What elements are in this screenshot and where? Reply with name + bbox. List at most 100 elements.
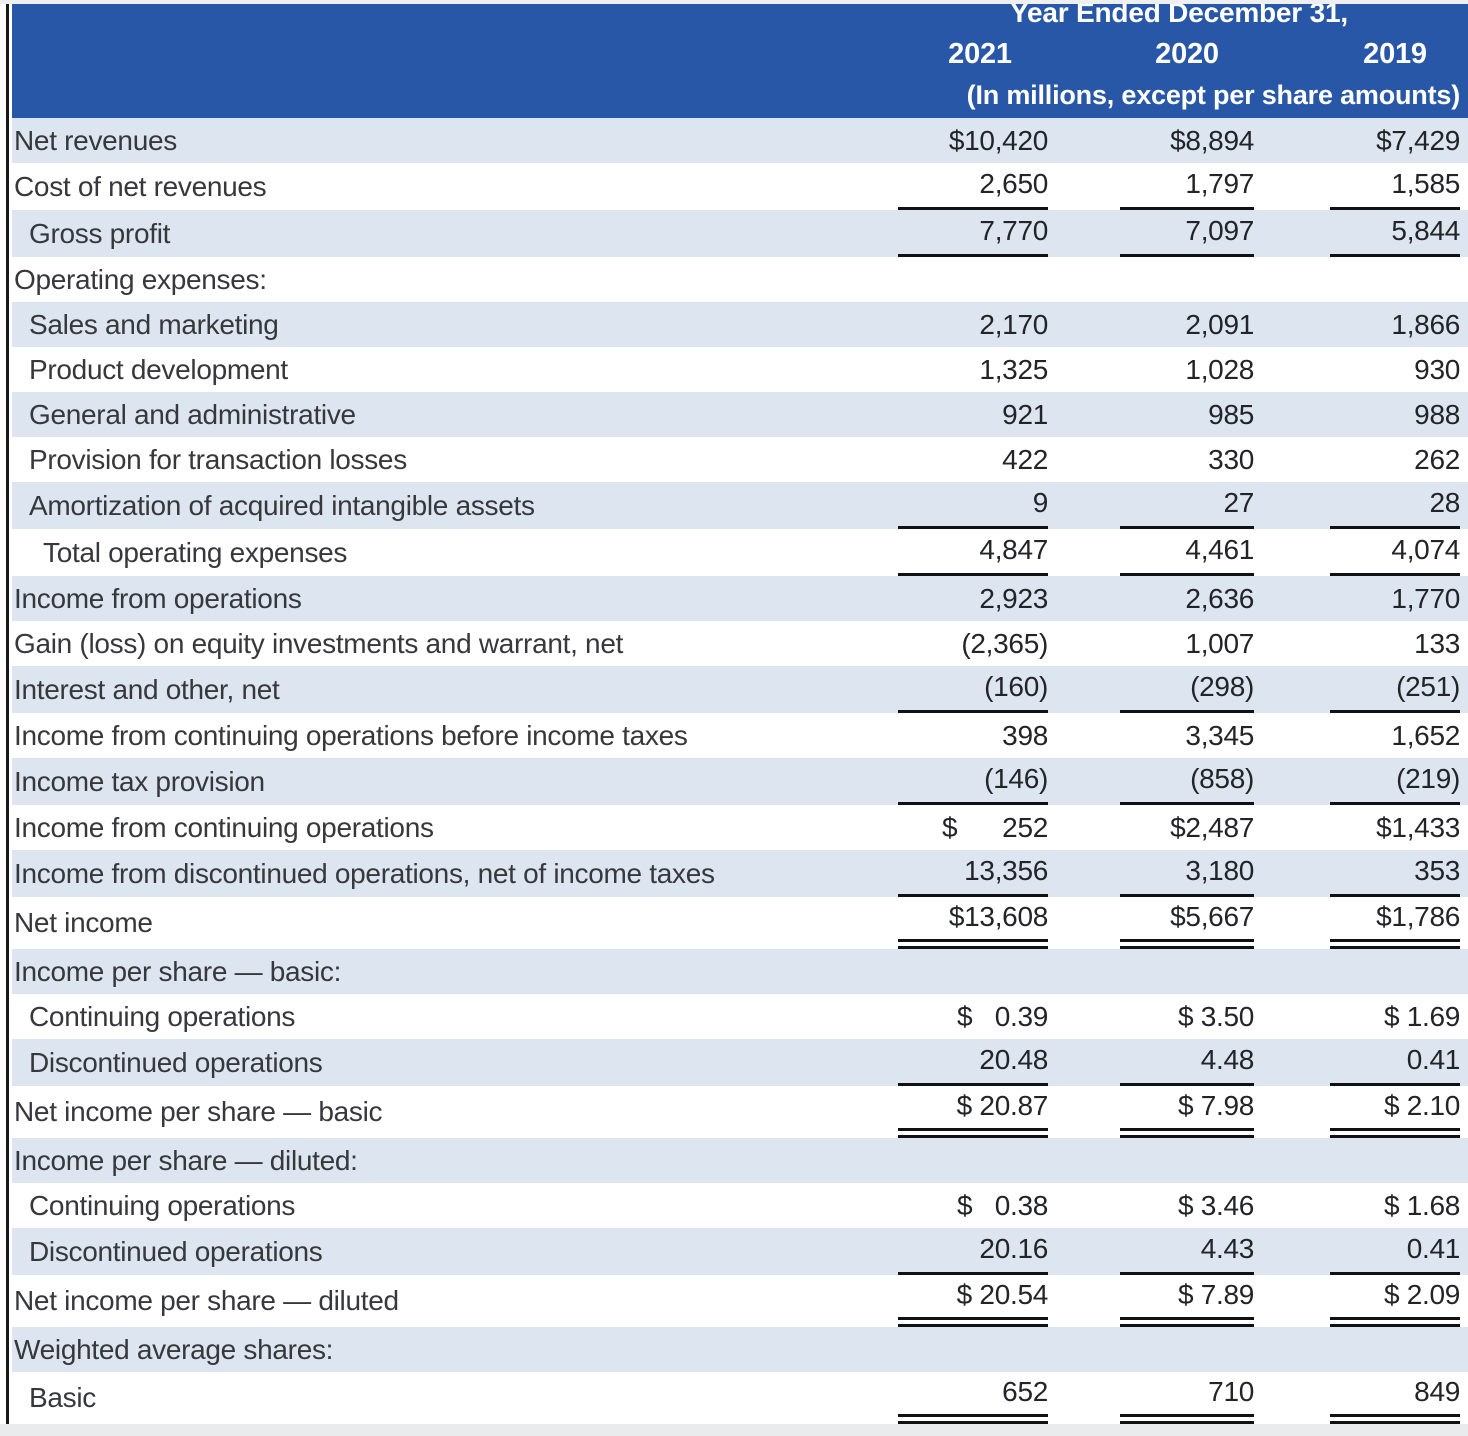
value-2019: 849	[1330, 1372, 1460, 1424]
value-2021: 2,650	[898, 163, 1048, 210]
value-2020: 4.43	[1120, 1228, 1254, 1275]
table-row-diluted-discontinued-operations: Discontinued operations 20.16 4.43 0.41	[12, 1228, 1468, 1275]
row-label: Income per share — basic:	[14, 955, 342, 987]
table-header: Year Ended December 31, 2021 2020 2019 (…	[12, 4, 1468, 118]
value-2019: $ 2.10	[1330, 1086, 1460, 1138]
value-2020: 1,797	[1120, 163, 1254, 210]
table-row-income-from-operations: Income from operations 2,923 2,636 1,770	[12, 576, 1468, 621]
value-2021: (160)	[898, 666, 1048, 713]
table-row-provision-for-transaction-losses: Provision for transaction losses 422 330…	[12, 437, 1468, 482]
row-label: Gross profit	[29, 217, 171, 249]
value-2021	[898, 1138, 1048, 1183]
year-column-header-2019: 2019	[1363, 38, 1427, 70]
value-2019: 1,866	[1391, 308, 1460, 340]
value-2019: 1,652	[1391, 719, 1460, 751]
row-label: Total operating expenses	[43, 536, 348, 568]
value-2021: 921	[1002, 398, 1048, 430]
row-label: Continuing operations	[29, 1189, 296, 1221]
value-2021: $10,420	[948, 124, 1048, 156]
value-2019: 262	[1414, 443, 1460, 475]
table-row-income-from-discontinued-operations: Income from discontinued operations, net…	[12, 850, 1468, 897]
value-2020: 2,636	[1185, 582, 1254, 614]
row-label: Continuing operations	[29, 1000, 296, 1032]
value-2019: 0.41	[1330, 1228, 1460, 1275]
row-label: Income from continuing operations	[14, 811, 434, 843]
table-row-net-revenues: Net revenues $10,420 $8,894 $7,429	[12, 118, 1468, 163]
table-row-interest-and-other-net: Interest and other, net (160) (298) (251…	[12, 666, 1468, 713]
value-2020: 4.48	[1120, 1039, 1254, 1086]
row-label: Basic	[29, 1382, 96, 1413]
value-2020	[1120, 1327, 1254, 1372]
row-label: Income from continuing operations before…	[14, 719, 688, 751]
row-label: Cost of net revenues	[14, 170, 267, 202]
top-strip	[0, 0, 1468, 4]
value-2020: $ 7.98	[1120, 1086, 1254, 1138]
value-2020: $5,667	[1120, 897, 1254, 949]
value-2021: $ 0.38	[956, 1189, 1048, 1221]
table-row-net-income-per-share-basic: Net income per share — basic $ 20.87 $ 7…	[12, 1086, 1468, 1138]
value-2021: 20.16	[898, 1228, 1048, 1275]
value-2021	[898, 257, 1048, 302]
value-2021: 1,325	[979, 353, 1048, 385]
row-label: Weighted average shares:	[14, 1333, 334, 1365]
value-2021	[898, 1327, 1048, 1372]
table-row-cost-of-net-revenues: Cost of net revenues 2,650 1,797 1,585	[12, 163, 1468, 210]
row-label: Product development	[29, 353, 288, 385]
value-2019: $7,429	[1376, 124, 1460, 156]
value-2019: $ 1.68	[1383, 1189, 1460, 1221]
row-label: Income from operations	[14, 582, 302, 614]
table-row-income-from-continuing-operations: Income from continuing operations $ 252 …	[12, 805, 1468, 850]
row-label: Net revenues	[14, 124, 177, 156]
value-2020: $8,894	[1170, 124, 1254, 156]
value-2019: 353	[1330, 850, 1460, 897]
value-2021: 4,847	[898, 529, 1048, 576]
table-row-total-operating-expenses: Total operating expenses 4,847 4,461 4,0…	[12, 529, 1468, 576]
row-label: Provision for transaction losses	[29, 443, 407, 475]
table-row-general-and-administrative: General and administrative 921 985 988	[12, 392, 1468, 437]
value-2020: 3,345	[1185, 719, 1254, 751]
value-2021	[898, 949, 1048, 994]
table-row-sales-and-marketing: Sales and marketing 2,170 2,091 1,866	[12, 302, 1468, 347]
row-label: Net income per share — basic	[14, 1096, 383, 1127]
row-label: Income from discontinued operations, net…	[14, 857, 715, 889]
income-statement-table: Year Ended December 31, 2021 2020 2019 (…	[6, 4, 1468, 1424]
value-2020: $ 7.89	[1120, 1275, 1254, 1327]
value-2019: 133	[1414, 627, 1460, 659]
value-2019: $ 2.09	[1330, 1275, 1460, 1327]
value-2019: (219)	[1330, 758, 1460, 805]
year-column-header-2021: 2021	[948, 38, 1012, 70]
value-2020: 27	[1120, 482, 1254, 529]
value-2019: $1,433	[1376, 811, 1460, 843]
value-2020: $2,487	[1170, 811, 1254, 843]
value-2020: 985	[1208, 398, 1254, 430]
value-2019: 4,074	[1330, 529, 1460, 576]
table-row-basic-continuing-operations: Continuing operations $ 0.39 $ 3.50 $ 1.…	[12, 994, 1468, 1039]
table-row-income-per-share-basic-heading: Income per share — basic:	[12, 949, 1468, 994]
value-2019: $ 1.69	[1383, 1000, 1460, 1032]
value-2020: 710	[1120, 1372, 1254, 1424]
value-2021: 7,770	[898, 210, 1048, 257]
header-title: Year Ended December 31,	[1010, 4, 1348, 28]
row-label: Discontinued operations	[29, 1046, 323, 1078]
value-2021: 398	[1002, 719, 1048, 751]
value-2021: (146)	[898, 758, 1048, 805]
value-2019	[1330, 1327, 1460, 1372]
table-row-gain-loss-on-equity-investments: Gain (loss) on equity investments and wa…	[12, 621, 1468, 666]
value-2021: 20.48	[898, 1039, 1048, 1086]
table-row-amortization-of-acquired-intangible-assets: Amortization of acquired intangible asse…	[12, 482, 1468, 529]
year-header-row: 2021 2020 2019	[12, 38, 1468, 71]
row-label: Sales and marketing	[29, 308, 279, 340]
value-2020	[1120, 257, 1254, 302]
value-2020: 2,091	[1185, 308, 1254, 340]
value-2021: 13,356	[898, 850, 1048, 897]
table-row-weighted-average-shares-heading: Weighted average shares:	[12, 1327, 1468, 1372]
row-label: Gain (loss) on equity investments and wa…	[14, 627, 624, 659]
value-2020: $ 3.50	[1177, 1000, 1254, 1032]
table-row-net-income-per-share-diluted: Net income per share — diluted $ 20.54 $…	[12, 1275, 1468, 1327]
row-label: Amortization of acquired intangible asse…	[29, 489, 535, 521]
value-2020	[1120, 1138, 1254, 1183]
table-row-diluted-continuing-operations: Continuing operations $ 0.38 $ 3.46 $ 1.…	[12, 1183, 1468, 1228]
bottom-strip	[0, 1424, 1468, 1436]
value-2019: 1,770	[1391, 582, 1460, 614]
